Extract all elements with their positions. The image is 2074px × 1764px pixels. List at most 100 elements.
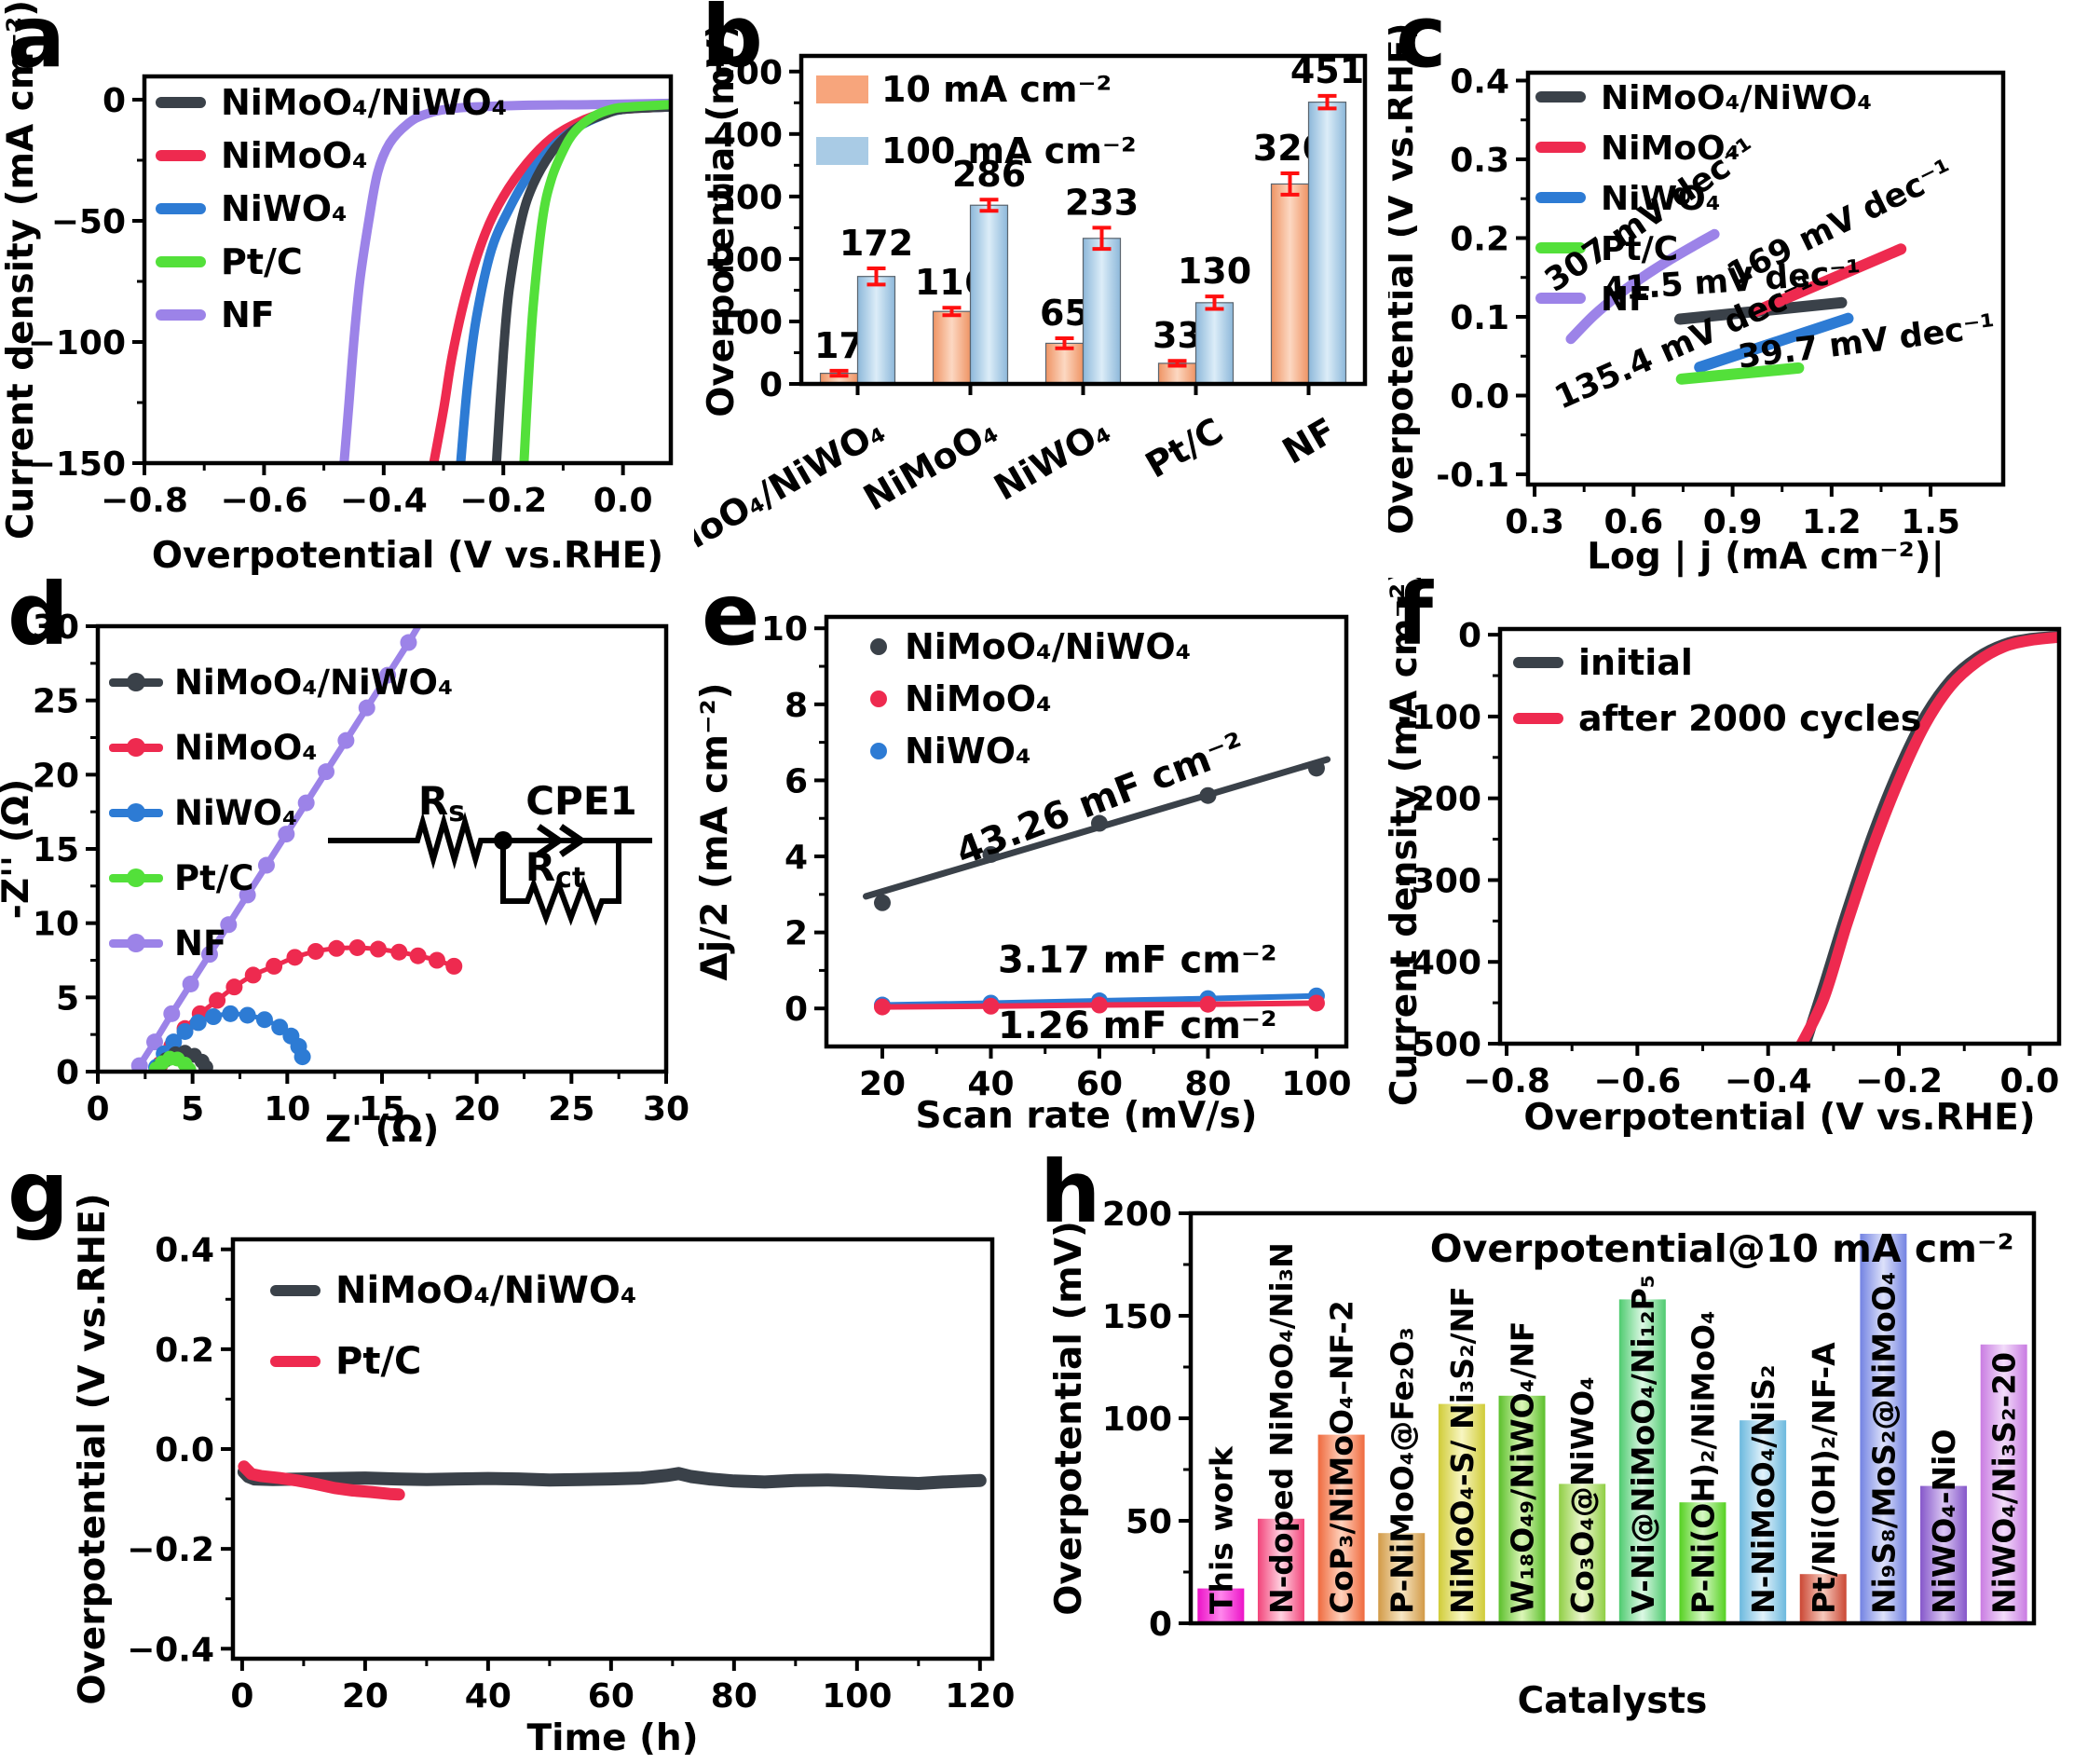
svg-text:Overpotential (V vs.RHE): Overpotential (V vs.RHE) <box>1523 1097 2035 1139</box>
svg-text:NiMoO₄: NiMoO₄ <box>1601 130 1740 168</box>
svg-text:Overpotential (V vs.RHE): Overpotential (V vs.RHE) <box>72 1193 114 1704</box>
svg-text:80: 80 <box>711 1677 757 1716</box>
svg-text:100: 100 <box>713 304 783 342</box>
panel-c: c 0.3 0.6 0.9 1.2 1.5 -0.1 0.0 0.1 0.2 0.3 0.4 Log … <box>1388 0 2074 578</box>
svg-text:65: 65 <box>1040 293 1089 334</box>
svg-text:0: 0 <box>1458 617 1481 655</box>
svg-text:P-Ni(OH)₂/NiMoO₄: P-Ni(OH)₂/NiMoO₄ <box>1685 1310 1721 1614</box>
svg-text:5: 5 <box>181 1090 204 1128</box>
svg-text:P-NiMoO₄@Fe₂O₃: P-NiMoO₄@Fe₂O₃ <box>1384 1327 1420 1614</box>
panel-letter-g: g <box>7 1142 69 1242</box>
chart-f-stability-lsv: −0.8 −0.6 −0.4 −0.2 0.0 0 -100 -200 -300 -400 -500… <box>1388 578 2062 1139</box>
svg-text:0.3: 0.3 <box>1450 142 1509 180</box>
svg-text:286: 286 <box>952 154 1026 195</box>
svg-text:Time (h): Time (h) <box>526 1717 698 1759</box>
svg-text:CPE1: CPE1 <box>525 778 637 824</box>
svg-text:NiMoO₄/NiWO₄: NiMoO₄/NiWO₄ <box>335 1269 636 1312</box>
svg-text:60: 60 <box>1076 1065 1123 1103</box>
svg-text:−150: −150 <box>28 445 126 484</box>
svg-text:0.2: 0.2 <box>1450 220 1509 258</box>
svg-text:30: 30 <box>643 1090 689 1128</box>
svg-text:0.4: 0.4 <box>155 1232 214 1270</box>
svg-text:100: 100 <box>822 1677 892 1716</box>
svg-text:400: 400 <box>713 116 783 155</box>
svg-text:Ni₉S₈/MoS₂@NiMoO₄: Ni₉S₈/MoS₂@NiMoO₄ <box>1865 1272 1902 1614</box>
svg-text:Co₃O₄@NiWO₄: Co₃O₄@NiWO₄ <box>1564 1376 1601 1614</box>
svg-text:40: 40 <box>967 1065 1014 1103</box>
panel-letter-b: b <box>702 0 763 87</box>
svg-text:Log | j (mA cm⁻²)|: Log | j (mA cm⁻²)| <box>1587 536 1944 578</box>
svg-text:W₁₈O₄₉/NiWO₄/NF: W₁₈O₄₉/NiWO₄/NF <box>1505 1321 1541 1614</box>
svg-text:-500: -500 <box>1398 1026 1481 1064</box>
panel-e: e 20 40 60 80 100 0 2 4 6 8 10 Scan rate (mV/s) Δj/2… <box>694 572 1388 1155</box>
svg-text:−0.8: −0.8 <box>1463 1062 1550 1101</box>
svg-text:2: 2 <box>785 915 808 953</box>
svg-text:80: 80 <box>1184 1065 1231 1103</box>
svg-text:100: 100 <box>1281 1065 1351 1103</box>
chart-e-capacitance: 20 40 60 80 100 0 2 4 6 8 10 Scan rate (mV/s) Δj/2 (… <box>694 610 1352 1137</box>
svg-text:15: 15 <box>33 831 79 869</box>
svg-text:−0.4: −0.4 <box>1725 1062 1812 1101</box>
svg-text:−0.4: −0.4 <box>127 1631 214 1669</box>
svg-text:This work: This work <box>1203 1445 1239 1614</box>
svg-text:0: 0 <box>785 991 808 1029</box>
svg-text:NiMoO₄-S/ Ni₃S₂/NF: NiMoO₄-S/ Ni₃S₂/NF <box>1444 1286 1480 1614</box>
svg-text:-400: -400 <box>1398 944 1481 982</box>
svg-text:300: 300 <box>713 179 783 217</box>
panel-h: h This work N-doped NiMoO₄/Ni₃N CoP₃/NiMoO… <box>1032 1150 2074 1764</box>
svg-text:initial: initial <box>1578 642 1693 683</box>
svg-text:NiWO₄-NiO: NiWO₄-NiO <box>1926 1429 1962 1614</box>
svg-text:0.0: 0.0 <box>1450 378 1509 417</box>
chart-c-tafel-plots: 0.3 0.6 0.9 1.2 1.5 -0.1 0.0 0.1 0.2 0.3 0.4 Log | … <box>1388 22 2006 578</box>
svg-text:N-NiMoO₄/NiS₂: N-NiMoO₄/NiS₂ <box>1745 1365 1781 1614</box>
svg-text:NiMoO₄/NiWO₄: NiMoO₄/NiWO₄ <box>905 626 1191 667</box>
svg-text:NiWO₄: NiWO₄ <box>905 731 1031 772</box>
svg-text:Pt/C: Pt/C <box>174 858 253 898</box>
svg-text:Rs: Rs <box>418 778 465 828</box>
svg-text:0: 0 <box>759 366 783 404</box>
svg-text:20: 20 <box>33 757 79 795</box>
svg-text:NiMoO₄/NiWO₄: NiMoO₄/NiWO₄ <box>174 663 453 703</box>
chart-d-nyquist-eis: 0 5 10 15 20 25 30 0 5 10 15 20 25 30 Z' (Ω) -Z'' (Ω) Ni… <box>0 609 689 1151</box>
svg-text:Pt/C: Pt/C <box>1139 410 1230 486</box>
svg-text:-0.1: -0.1 <box>1436 457 1509 495</box>
svg-text:Scan rate (mV/s): Scan rate (mV/s) <box>915 1095 1257 1137</box>
svg-text:NF: NF <box>221 294 275 335</box>
svg-text:0.1: 0.1 <box>1450 299 1509 337</box>
svg-text:Pt/C: Pt/C <box>1601 230 1678 268</box>
svg-text:172: 172 <box>839 223 913 264</box>
svg-text:33: 33 <box>1153 315 1202 356</box>
svg-text:100: 100 <box>1102 1401 1172 1439</box>
svg-text:0.0: 0.0 <box>2000 1062 2060 1101</box>
svg-text:-Z'' (Ω): -Z'' (Ω) <box>0 779 37 920</box>
panel-letter-h: h <box>1040 1142 1101 1242</box>
svg-text:NiWO₄/Ni₃S₂-20: NiWO₄/Ni₃S₂-20 <box>1986 1352 2023 1614</box>
svg-text:40: 40 <box>465 1677 512 1716</box>
svg-text:15: 15 <box>359 1090 405 1128</box>
svg-text:30: 30 <box>33 609 79 647</box>
svg-text:0.9: 0.9 <box>1703 503 1763 541</box>
svg-text:233: 233 <box>1065 182 1139 223</box>
svg-text:−0.6: −0.6 <box>1593 1062 1681 1101</box>
chart-b-overpotential-bars: 171166533320172286233130451NiMoO₄/NiWO₄N… <box>694 22 1368 578</box>
svg-text:20: 20 <box>342 1677 389 1716</box>
svg-text:6: 6 <box>785 762 808 800</box>
svg-text:V-Ni@NiMoO₄/Ni₁₂P₅: V-Ni@NiMoO₄/Ni₁₂P₅ <box>1625 1275 1661 1614</box>
chart-h-catalyst-comparison-bars: This work N-doped NiMoO₄/Ni₃N CoP₃/NiMoO₄–… <box>1048 1196 2037 1722</box>
svg-text:NF: NF <box>174 923 226 964</box>
svg-text:0.0: 0.0 <box>155 1431 214 1470</box>
svg-text:N-doped NiMoO₄/Ni₃N: N-doped NiMoO₄/Ni₃N <box>1263 1242 1300 1614</box>
svg-text:10: 10 <box>264 1090 310 1128</box>
svg-text:60: 60 <box>588 1677 634 1716</box>
svg-text:0: 0 <box>230 1677 253 1716</box>
svg-text:Δj/2 (mA cm⁻²): Δj/2 (mA cm⁻²) <box>694 683 736 981</box>
svg-text:NiMoO₄: NiMoO₄ <box>174 728 318 768</box>
chart-g-chronopotentiometry: 0 20 40 60 80 100 120 −0.4 −0.2 0.0 0.2 0.4 Time (h)… <box>72 1193 1015 1759</box>
svg-text:0.4: 0.4 <box>1450 62 1509 101</box>
svg-text:-100: -100 <box>1398 699 1481 737</box>
svg-text:Current density (mA cm⁻²): Current density (mA cm⁻²) <box>0 0 42 540</box>
svg-text:NiWO₄: NiWO₄ <box>174 793 297 833</box>
svg-text:10: 10 <box>761 610 808 649</box>
svg-text:−0.4: −0.4 <box>340 482 428 520</box>
panel-g: g 0 20 40 60 80 100 120 −0.4 −0.2 0.0 0.2 0.4 Time (… <box>0 1150 1032 1764</box>
